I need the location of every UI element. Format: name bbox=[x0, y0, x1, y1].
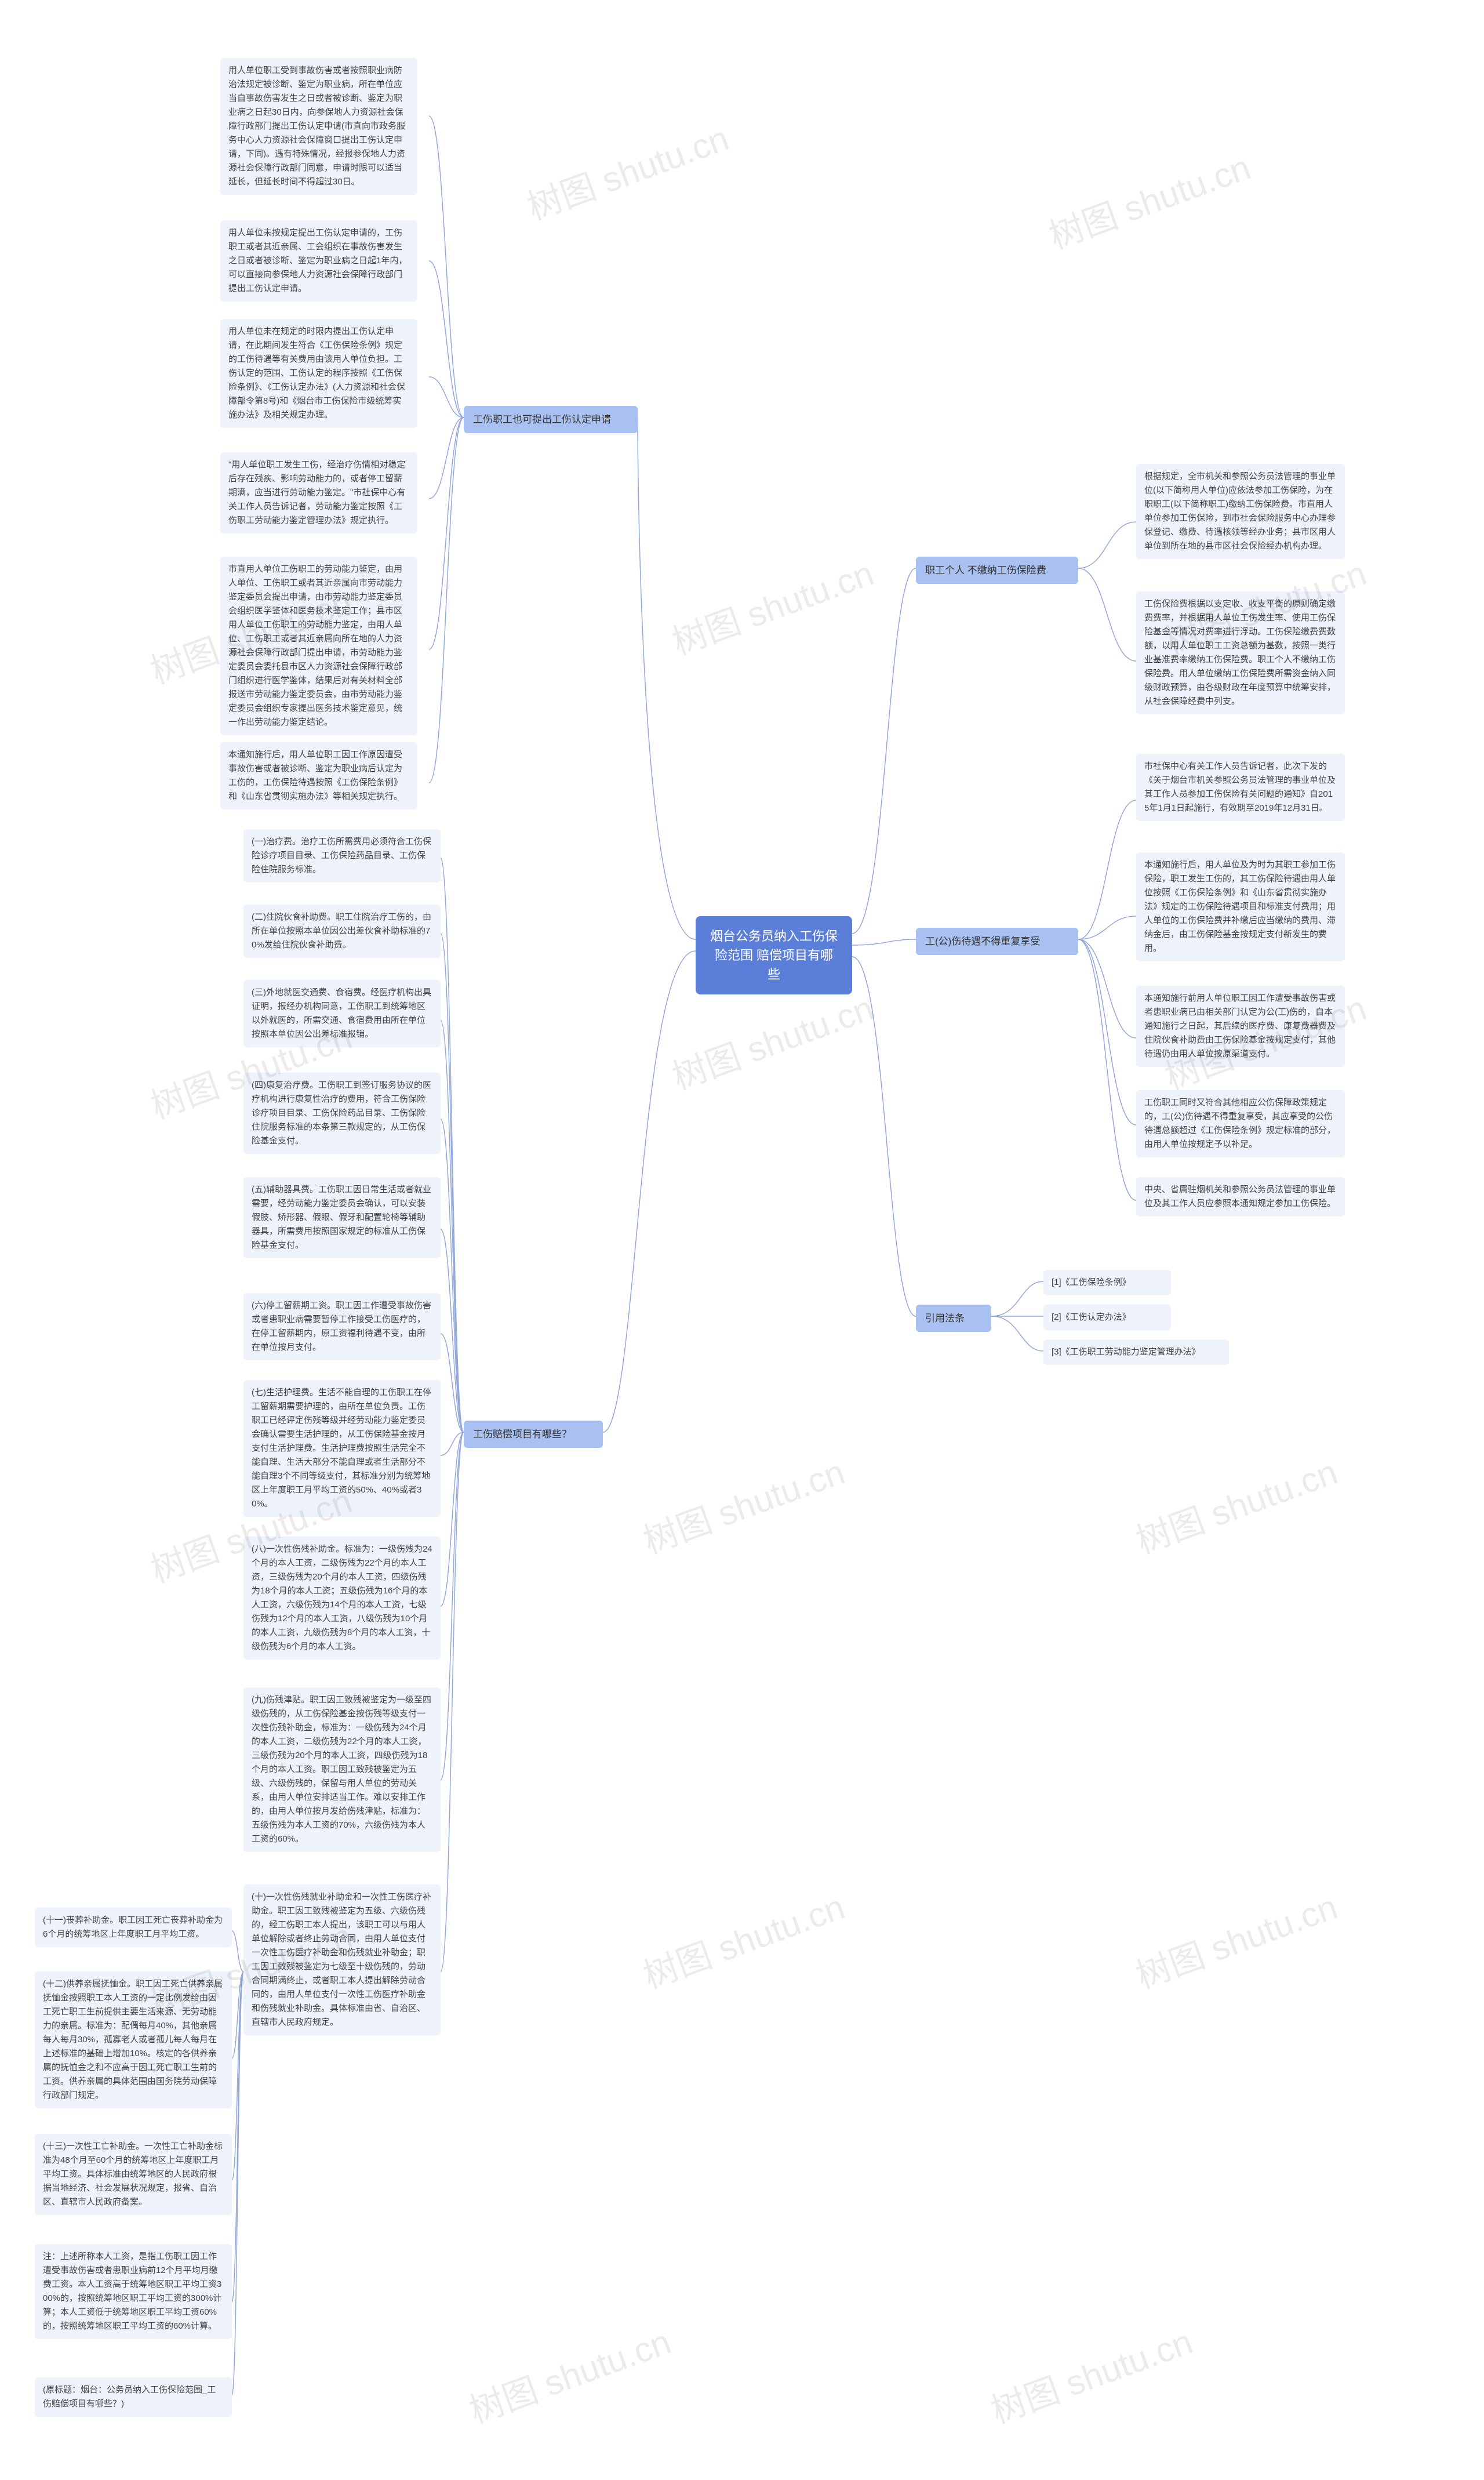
leaf-node: (五)辅助器具费。工伤职工因日常生活或者就业需要，经劳动能力鉴定委员会确认，可以… bbox=[243, 1177, 441, 1258]
leaf-node: 本通知施行前用人单位职工因工作遭受事故伤害或者患职业病已由相关部门认定为公(工)… bbox=[1136, 986, 1345, 1067]
watermark: 树图 shutu.cn bbox=[664, 545, 879, 665]
leaf-node: (二)住院伙食补助费。职工住院治疗工伤的，由所在单位按照本单位因公出差伙食补助标… bbox=[243, 905, 441, 958]
leaf-node: (七)生活护理费。生活不能自理的工伤职工在停工留薪期需要护理的，由所在单位负责。… bbox=[243, 1380, 441, 1517]
leaf-node: 用人单位未在规定的时限内提出工伤认定申请，在此期间发生符合《工伤保险条例》规定的… bbox=[220, 319, 417, 428]
leaf-node: 注：上述所称本人工资，是指工伤职工因工作遭受事故伤害或者患职业病前12个月平均月… bbox=[35, 2244, 232, 2339]
watermark: 树图 shutu.cn bbox=[1041, 139, 1256, 259]
leaf-node: 市直用人单位工伤职工的劳动能力鉴定，由用人单位、工伤职工或者其近亲属向市劳动能力… bbox=[220, 557, 417, 735]
branch-node: 工伤职工也可提出工伤认定申请 bbox=[464, 406, 638, 433]
watermark: 树图 shutu.cn bbox=[983, 2314, 1198, 2433]
leaf-node: 根据规定，全市机关和参照公务员法管理的事业单位(以下简称用人单位)应依法参加工伤… bbox=[1136, 464, 1345, 559]
leaf-node: 用人单位职工受到事故伤害或者按照职业病防治法规定被诊断、鉴定为职业病，所在单位应… bbox=[220, 58, 417, 195]
leaf-node: (原标题：烟台：公务员纳入工伤保险范围_工伤赔偿项目有哪些？) bbox=[35, 2377, 232, 2417]
leaf-node: (八)一次性伤残补助金。标准为：一级伤残为24个月的本人工资，二级伤残为22个月… bbox=[243, 1537, 441, 1660]
leaf-node: 工伤职工同时又符合其他相应公伤保障政策规定的，工(公)伤待遇不得重复享受，其应享… bbox=[1136, 1090, 1345, 1157]
leaf-node: (六)停工留薪期工资。职工因工作遭受事故伤害或者患职业病需要暂停工作接受工伤医疗… bbox=[243, 1293, 441, 1360]
root-node: 烟台公务员纳入工伤保险范围 赔偿项目有哪些 bbox=[696, 916, 852, 994]
leaf-node: (十二)供养亲属抚恤金。职工因工死亡供养亲属抚恤金按照职工本人工资的一定比例发给… bbox=[35, 1971, 232, 2108]
watermark: 树图 shutu.cn bbox=[1128, 1879, 1343, 1998]
leaf-node: 用人单位未按规定提出工伤认定申请的，工伤职工或者其近亲属、工会组织在事故伤害发生… bbox=[220, 220, 417, 302]
leaf-node: (九)伤残津贴。职工因工致残被鉴定为一级至四级伤残的，从工伤保险基金按伤残等级支… bbox=[243, 1687, 441, 1852]
leaf-node: 本通知施行后，用人单位及为时为其职工参加工伤保险，职工发生工伤的，其工伤保险待遇… bbox=[1136, 852, 1345, 961]
watermark: 树图 shutu.cn bbox=[635, 1879, 850, 1998]
leaf-node: (十)一次性伤残就业补助金和一次性工伤医疗补助金。职工因工致残被鉴定为五级、六级… bbox=[243, 1884, 441, 2035]
leaf-node: (三)外地就医交通费、食宿费。经医疗机构出具证明，报经办机构同意，工伤职工到统筹… bbox=[243, 980, 441, 1047]
leaf-node: [2]《工伤认定办法》 bbox=[1043, 1305, 1171, 1330]
leaf-node: 市社保中心有关工作人员告诉记者，此次下发的《关于烟台市机关参照公务员法管理的事业… bbox=[1136, 754, 1345, 821]
watermark: 树图 shutu.cn bbox=[519, 110, 734, 230]
leaf-node: (十一)丧葬补助金。职工因工死亡丧葬补助金为6个月的统筹地区上年度职工月平均工资… bbox=[35, 1908, 232, 1947]
leaf-node: [1]《工伤保险条例》 bbox=[1043, 1270, 1171, 1295]
watermark: 树图 shutu.cn bbox=[664, 980, 879, 1099]
leaf-node: 中央、省属驻烟机关和参照公务员法管理的事业单位及其工作人员应参照本通知规定参加工… bbox=[1136, 1177, 1345, 1217]
leaf-node: (一)治疗费。治疗工伤所需费用必须符合工伤保险诊疗项目目录、工伤保险药品目录、工… bbox=[243, 829, 441, 883]
leaf-node: (十三)一次性工亡补助金。一次性工亡补助金标准为48个月至60个月的统筹地区上年… bbox=[35, 2134, 232, 2215]
branch-node: 引用法条 bbox=[916, 1305, 991, 1332]
leaf-node: [3]《工伤职工劳动能力鉴定管理办法》 bbox=[1043, 1339, 1229, 1365]
leaf-node: "用人单位职工发生工伤，经治疗伤情相对稳定后存在残疾、影响劳动能力的，或者停工留… bbox=[220, 452, 417, 533]
leaf-node: 工伤保险费根据以支定收、收支平衡的原则确定缴费费率，并根据用人单位工伤发生率、使… bbox=[1136, 591, 1345, 714]
watermark: 树图 shutu.cn bbox=[461, 2314, 676, 2433]
branch-node: 工(公)伤待遇不得重复享受 bbox=[916, 928, 1078, 955]
leaf-node: (四)康复治疗费。工伤职工到签订服务协议的医疗机构进行康复性治疗的费用，符合工伤… bbox=[243, 1073, 441, 1154]
watermark: 树图 shutu.cn bbox=[635, 1444, 850, 1563]
leaf-node: 本通知施行后，用人单位职工因工作原因遭受事故伤害或者被诊断、鉴定为职业病后认定为… bbox=[220, 742, 417, 809]
branch-node: 职工个人 不缴纳工伤保险费 bbox=[916, 557, 1078, 584]
watermark: 树图 shutu.cn bbox=[1128, 1444, 1343, 1563]
branch-node: 工伤赔偿项目有哪些？ bbox=[464, 1421, 603, 1448]
